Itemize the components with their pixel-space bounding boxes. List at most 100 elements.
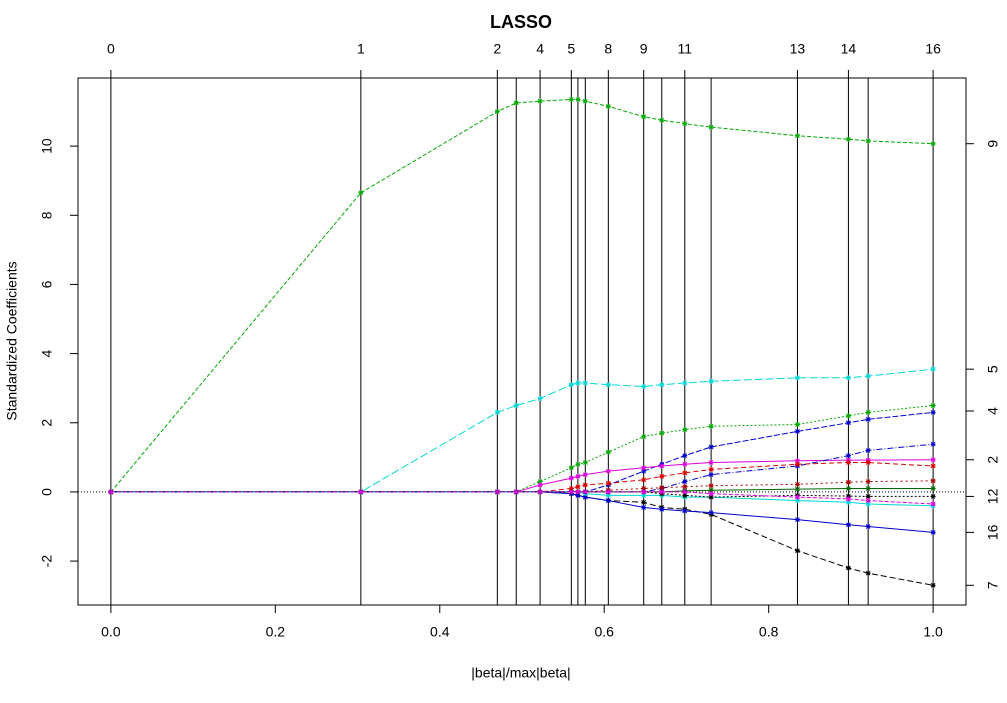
point: [708, 423, 714, 429]
point: [605, 382, 611, 388]
point: [930, 485, 936, 491]
series-line: [110, 491, 934, 505]
y-tick-label: 6: [39, 280, 55, 288]
point: [682, 453, 688, 459]
x2-tick-label: 5: [567, 41, 575, 57]
point: [930, 457, 936, 463]
point: [930, 402, 936, 408]
y-tick-label: 2: [39, 419, 55, 427]
point: [605, 489, 611, 495]
point: [708, 124, 714, 130]
point: [494, 109, 500, 115]
point: [659, 506, 665, 512]
point: [865, 409, 871, 415]
point: [575, 380, 581, 386]
y2-tick-label: 4: [985, 407, 1001, 415]
point: [794, 498, 800, 504]
y-tick-label: 0: [39, 488, 55, 496]
y2-tick-label: 7: [985, 581, 1001, 589]
point: [605, 468, 611, 474]
point: [845, 499, 851, 505]
point: [845, 375, 851, 381]
point: [513, 402, 519, 408]
point: [845, 496, 851, 502]
point: [641, 477, 647, 483]
point: [494, 489, 500, 495]
point: [794, 548, 800, 554]
point: [641, 465, 647, 471]
point: [641, 485, 647, 491]
point: [865, 493, 871, 499]
x-tick-label: 0.8: [759, 624, 779, 640]
point: [582, 460, 588, 466]
point: [575, 96, 581, 102]
x2-tick-label: 14: [841, 41, 857, 57]
point: [513, 489, 519, 495]
x2-tick-label: 0: [107, 41, 115, 57]
point: [494, 409, 500, 415]
point: [865, 485, 871, 491]
series-line: [110, 443, 934, 493]
y-tick-label: 4: [39, 350, 55, 358]
x2-tick-label: 13: [790, 41, 806, 57]
y-tick-label: 8: [39, 211, 55, 219]
point: [794, 458, 800, 464]
point: [605, 492, 611, 498]
point: [575, 489, 581, 495]
x2-tick-label: 8: [604, 41, 612, 57]
point: [865, 447, 871, 453]
point: [641, 504, 647, 510]
x2-tick-label: 4: [536, 41, 544, 57]
point: [682, 489, 688, 495]
point: [682, 479, 688, 485]
point: [659, 473, 665, 479]
point: [641, 434, 647, 440]
point: [794, 494, 800, 500]
point: [537, 396, 543, 402]
y-axis-label: Standardized Coefficients: [4, 261, 20, 420]
series-line: [110, 491, 934, 586]
point: [659, 489, 665, 495]
x2-tick-label: 16: [925, 41, 941, 57]
point: [641, 114, 647, 120]
point: [641, 499, 647, 505]
point: [108, 489, 114, 495]
point: [708, 444, 714, 450]
point: [641, 468, 647, 474]
point: [641, 492, 647, 498]
series-line: [110, 404, 934, 493]
series-line: [110, 491, 934, 498]
point: [794, 428, 800, 434]
point: [358, 190, 364, 196]
x2-tick-label: 9: [640, 41, 648, 57]
point: [568, 485, 574, 491]
x-tick-label: 0.4: [430, 624, 450, 640]
point: [865, 570, 871, 576]
point: [794, 421, 800, 427]
point: [794, 375, 800, 381]
x-tick-label: 1.0: [923, 624, 943, 640]
plot-frame: [77, 77, 967, 606]
point: [865, 460, 871, 466]
point: [930, 463, 936, 469]
point: [659, 430, 665, 436]
point: [794, 486, 800, 492]
point: [605, 103, 611, 109]
point: [930, 493, 936, 499]
point: [865, 138, 871, 144]
point: [845, 479, 851, 485]
point: [575, 473, 581, 479]
point: [930, 582, 936, 588]
point: [659, 463, 665, 469]
point: [682, 427, 688, 433]
point: [659, 382, 665, 388]
point: [845, 460, 851, 466]
point: [865, 498, 871, 504]
point: [568, 382, 574, 388]
point: [708, 491, 714, 497]
series-line: [110, 462, 934, 493]
point: [659, 117, 665, 123]
point: [708, 460, 714, 466]
x2-tick-label: 11: [678, 41, 693, 57]
